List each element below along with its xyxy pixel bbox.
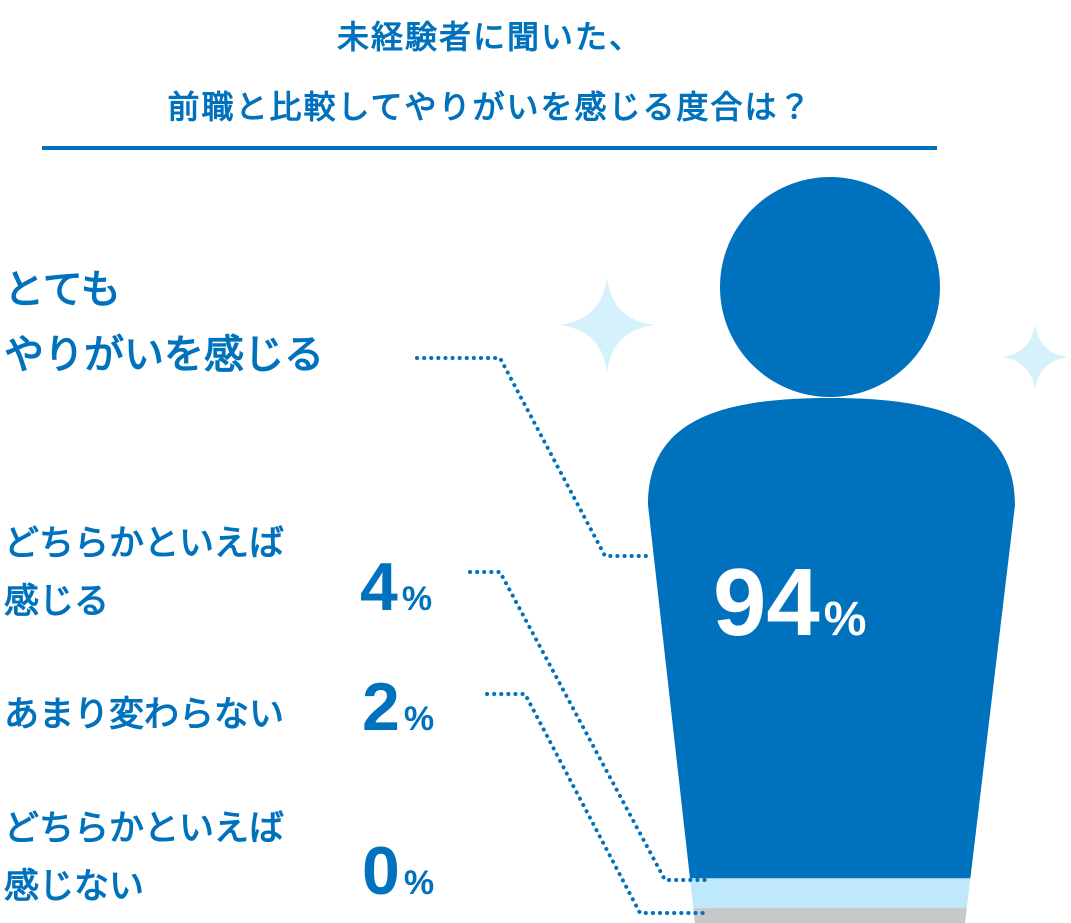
value-label: 0% bbox=[362, 833, 435, 909]
sparkle bbox=[1002, 324, 1068, 390]
category-label: あまり変わらない bbox=[4, 695, 285, 735]
category-label: どちらかといえば 感じる bbox=[4, 524, 285, 622]
leader-line bbox=[415, 356, 654, 558]
value-label: 94% bbox=[713, 549, 867, 656]
leader-line bbox=[485, 692, 710, 915]
value-label: 4% bbox=[360, 549, 433, 625]
figure-segment bbox=[648, 177, 1015, 879]
figure-segment bbox=[648, 908, 1015, 923]
sparkle bbox=[559, 277, 655, 373]
category-label: とても やりがいを感じる bbox=[4, 267, 324, 378]
chart-title: 未経験者に聞いた、 前職と比較してやりがいを感じる度合は？ bbox=[167, 18, 813, 126]
leader-line bbox=[468, 570, 710, 882]
value-label: 2% bbox=[362, 669, 435, 745]
figure-segment bbox=[648, 878, 1015, 909]
category-label: どちらかといえば 感じない bbox=[4, 809, 285, 907]
